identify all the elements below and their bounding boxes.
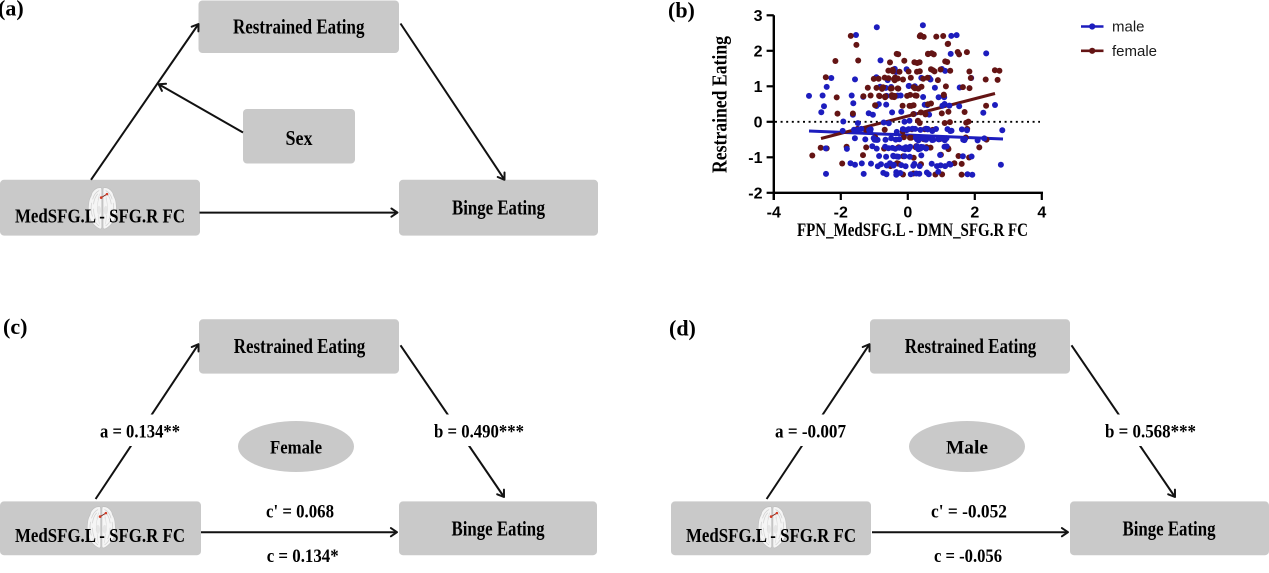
svg-text:c = -0.056: c = -0.056 [934,546,1002,567]
svg-text:3: 3 [754,8,763,25]
svg-text:Female: Female [270,438,322,459]
svg-text:MedSFG.L - SFG.R FC: MedSFG.L - SFG.R FC [15,206,185,228]
svg-text:-2: -2 [748,186,762,203]
svg-text:1: 1 [754,79,763,96]
svg-text:2: 2 [754,44,763,61]
svg-text:-2: -2 [834,205,848,222]
svg-text:b = 0.568***: b = 0.568*** [1105,422,1196,443]
svg-text:(c): (c) [3,314,27,339]
svg-text:0: 0 [754,115,763,132]
svg-text:-4: -4 [767,205,781,222]
svg-text:male: male [1112,19,1145,36]
svg-text:(b): (b) [668,0,695,23]
svg-text:-1: -1 [748,150,762,167]
svg-text:Binge Eating: Binge Eating [1123,516,1216,540]
svg-text:(d): (d) [669,316,696,341]
svg-text:2: 2 [970,205,979,222]
svg-text:FPN_MedSFG.L - DMN_SFG.R FC: FPN_MedSFG.L - DMN_SFG.R FC [797,220,1028,241]
svg-text:a = -0.007: a = -0.007 [775,422,846,443]
svg-text:4: 4 [1037,205,1046,222]
svg-text:Restrained Eating: Restrained Eating [708,36,732,173]
svg-text:MedSFG.L - SFG.R FC: MedSFG.L - SFG.R FC [686,525,856,547]
svg-text:c' = 0.068: c' = 0.068 [266,502,334,523]
svg-text:MedSFG.L - SFG.R FC: MedSFG.L - SFG.R FC [15,525,185,547]
svg-text:(a): (a) [0,0,24,21]
svg-text:0: 0 [903,205,912,222]
svg-text:Binge Eating: Binge Eating [452,196,545,220]
svg-text:Sex: Sex [286,126,313,150]
svg-text:Male: Male [946,438,988,459]
svg-text:female: female [1112,43,1157,60]
svg-text:Restrained Eating: Restrained Eating [233,15,365,39]
svg-text:a = 0.134**: a = 0.134** [100,422,180,443]
svg-text:c' = -0.052: c' = -0.052 [931,502,1007,523]
svg-text:Restrained Eating: Restrained Eating [905,334,1037,358]
svg-text:c = 0.134*: c = 0.134* [267,546,339,567]
svg-text:Binge Eating: Binge Eating [452,516,545,540]
svg-text:Restrained Eating: Restrained Eating [234,334,366,358]
svg-text:b = 0.490***: b = 0.490*** [434,422,524,443]
